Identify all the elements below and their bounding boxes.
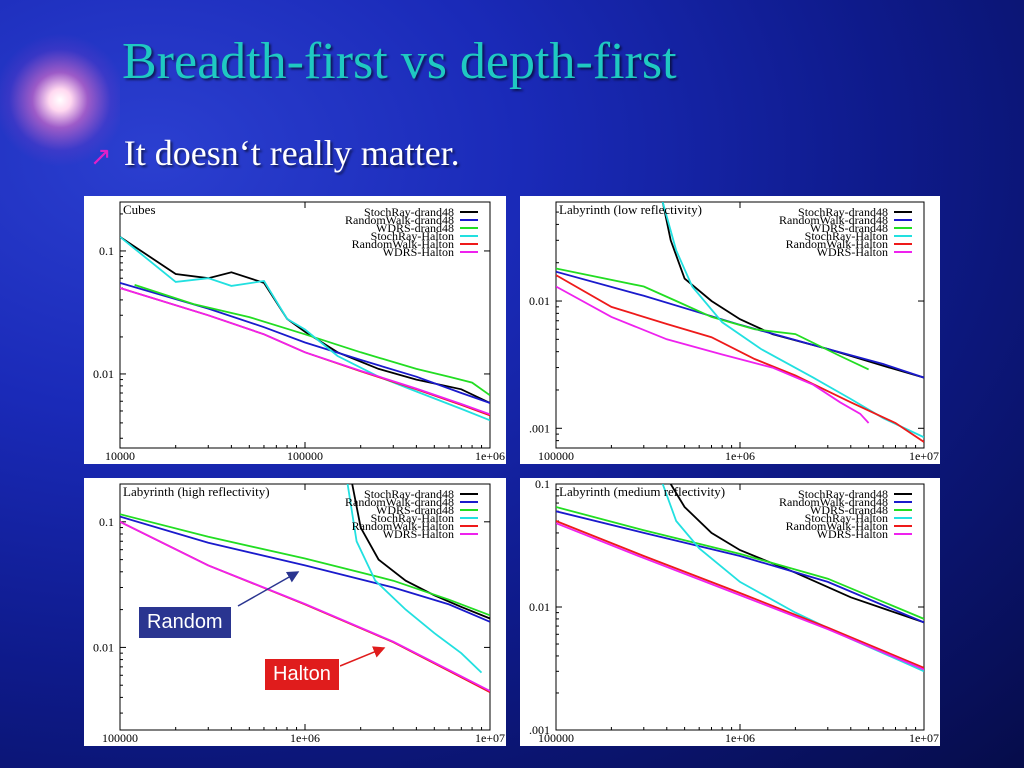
legend-label: RandomWalk-drand48 [779,213,888,227]
chart-title: Labyrinth (low reflectivity) [559,202,702,217]
series-line-wdrs-halton [556,285,870,424]
x-tick-label: 1e+06 [725,731,755,745]
series-line-wdrs-halton [120,287,490,416]
random-callout: Random [138,606,232,639]
legend-label: RandomWalk-drand48 [345,213,454,227]
legend-label: WDRS-drand48 [376,221,454,235]
x-tick-label: 100000 [287,449,323,463]
legend-label: WDRS-Halton [817,527,888,541]
y-tick-label: 0.1 [99,244,114,258]
legend-label: StochRay-drand48 [798,487,888,501]
series-line-stochray-drand48 [661,202,924,379]
chart-svg: 100000 1e+06 1e+07 0.1 0.01 .001 Labyrinth (me… [529,478,939,745]
series-line-wdrs-drand48 [556,506,924,620]
series-line-stochray-drand48 [120,236,490,404]
lens-flare [0,30,120,170]
legend-label: RandomWalk-Halton [352,237,454,251]
series-line-randomwalk-drand48 [556,270,924,379]
series-line-stochray-drand48 [669,484,924,624]
y-tick-label: 0.1 [535,478,550,491]
legend-label: WDRS-Halton [383,245,454,259]
y-tick-label: 0.01 [529,600,550,614]
x-tick-label: 100000 [538,449,574,463]
y-tick-label: 0.01 [529,294,550,308]
chart-labyrinth-medium: 100000 1e+06 1e+07 0.1 0.01 .001 Labyrinth (me… [520,478,940,746]
y-tick-label: 0.1 [99,515,114,529]
x-tick-label: 100000 [538,731,574,745]
chart-title: Labyrinth (high reflectivity) [123,484,270,499]
series-line-randomwalk-halton [556,520,924,669]
legend-label: RandomWalk-drand48 [345,495,454,509]
bullet-text: It doesn‘t really matter. [123,133,460,173]
y-tick-label: .001 [529,421,550,435]
chart-cubes: 10000 100000 1e+06 0.1 0.01 Cubes StochRay-dra… [84,196,506,464]
legend-label: RandomWalk-Halton [786,519,888,533]
y-tick-label: .001 [529,723,550,737]
series-line-stochray-halton [346,484,483,674]
legend-label: StochRay-Halton [805,229,888,243]
x-tick-label: 1e+07 [909,731,939,745]
legend-label: StochRay-drand48 [364,205,454,219]
x-tick-label: 1e+06 [290,731,320,745]
x-tick-label: 10000 [105,449,135,463]
halton-callout: Halton [264,658,340,691]
legend-label: WDRS-Halton [383,527,454,541]
x-tick-label: 100000 [102,731,138,745]
x-tick-label: 1e+07 [475,731,505,745]
chart-title: Labyrinth (medium reflectivity) [559,484,725,499]
series-line-wdrs-halton [556,522,924,671]
legend-label: RandomWalk-drand48 [779,495,888,509]
legend-label: WDRS-drand48 [810,503,888,517]
y-tick-label: 0.01 [93,640,114,654]
chart-svg: 100000 1e+06 1e+07 0.1 0.01 Labyrinth (high r… [93,483,505,745]
legend-label: StochRay-drand48 [798,205,888,219]
legend-label: RandomWalk-Halton [786,237,888,251]
series-line-stochray-halton [120,236,490,422]
chart-title: Cubes [123,202,156,217]
y-tick-label: 0.01 [93,367,114,381]
legend-label: StochRay-Halton [371,511,454,525]
series-line-randomwalk-drand48 [556,510,924,624]
arrow-up-right-icon: ↗ [90,142,112,172]
series-line-wdrs-drand48 [134,284,490,397]
legend-label: StochRay-Halton [805,511,888,525]
x-tick-label: 1e+07 [909,449,939,463]
legend-label: StochRay-drand48 [364,487,454,501]
legend-label: StochRay-Halton [371,229,454,243]
series-line-wdrs-drand48 [120,513,490,617]
legend-label: RandomWalk-Halton [352,519,454,533]
x-tick-label: 1e+06 [475,449,505,463]
series-line-wdrs-halton [120,520,490,692]
legend-label: WDRS-Halton [817,245,888,259]
bullet-item: ↗ It doesn‘t really matter. [90,132,460,174]
series-line-wdrs-drand48 [556,267,869,371]
slide-title: Breadth-first vs depth-first [122,33,677,90]
chart-labyrinth-low: 100000 1e+06 1e+07 0.01 .001 Labyrinth (low r… [520,196,940,464]
legend-label: WDRS-drand48 [810,221,888,235]
chart-labyrinth-high: 100000 1e+06 1e+07 0.1 0.01 Labyrinth (high r… [84,478,506,746]
series-line-stochray-drand48 [351,484,490,620]
series-line-randomwalk-halton [556,274,924,443]
chart-svg: 10000 100000 1e+06 0.1 0.01 Cubes StochRay-dra… [93,201,505,463]
x-tick-label: 1e+06 [725,449,755,463]
series-line-randomwalk-drand48 [120,282,490,404]
chart-svg: 100000 1e+06 1e+07 0.01 .001 Labyrinth (low r… [529,201,939,463]
series-line-randomwalk-drand48 [120,515,490,623]
legend-label: WDRS-drand48 [376,503,454,517]
